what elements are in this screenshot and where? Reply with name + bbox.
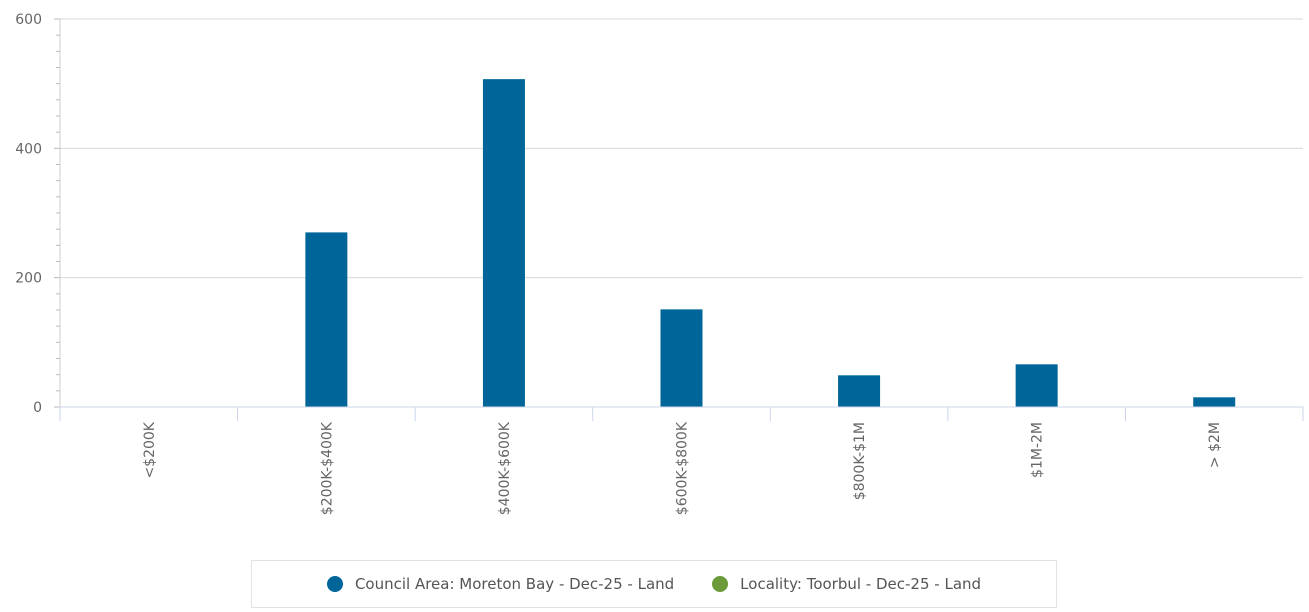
y-tick-label: 600 bbox=[15, 12, 42, 28]
legend-marker-council-area bbox=[326, 576, 343, 592]
legend-label-council-area: Council Area: Moreton Bay - Dec-25 - Lan… bbox=[354, 575, 675, 593]
y-tick-label: 0 bbox=[33, 400, 42, 416]
x-tick-label: $400K-$600K bbox=[497, 421, 513, 515]
y-tick-label: 200 bbox=[15, 271, 42, 287]
x-tick-label: <$200K bbox=[142, 421, 158, 478]
x-tick-label: $600K-$800K bbox=[675, 421, 691, 515]
bars bbox=[305, 79, 1236, 407]
x-axis-ticks: <$200K $200K-$400K $400K-$600K $600K-$800K $… bbox=[59, 407, 1304, 515]
x-tick-label: $800K-$1M bbox=[852, 422, 868, 500]
bar-council-area[interactable] bbox=[1193, 397, 1236, 407]
bar-council-area[interactable] bbox=[1015, 364, 1058, 407]
legend-item-council-area[interactable]: Council Area: Moreton Bay - Dec-25 - Lan… bbox=[326, 575, 675, 593]
bar-council-area[interactable] bbox=[660, 309, 703, 407]
x-tick-label: $1M-2M bbox=[1030, 422, 1046, 478]
legend-label-locality: Locality: Toorbul - Dec-25 - Land bbox=[740, 575, 982, 593]
bar-council-area[interactable] bbox=[305, 232, 348, 407]
bar-council-area[interactable] bbox=[838, 375, 881, 407]
x-tick-label: > $2M bbox=[1207, 422, 1223, 468]
bar-council-area[interactable] bbox=[482, 79, 525, 407]
x-tick-label: $200K-$400K bbox=[319, 421, 335, 515]
bar-chart: 0 200 400 600 <$200K $200K-$400K $400K-$600K $… bbox=[15, 12, 1304, 515]
legend-marker-locality bbox=[712, 576, 729, 592]
legend-item-locality[interactable]: Locality: Toorbul - Dec-25 - Land bbox=[712, 575, 981, 593]
gridlines bbox=[60, 18, 1303, 279]
y-axis-ticks: 0 200 400 600 bbox=[15, 12, 61, 416]
y-tick-label: 400 bbox=[15, 141, 42, 157]
legend: Council Area: Moreton Bay - Dec-25 - Lan… bbox=[251, 560, 1057, 608]
